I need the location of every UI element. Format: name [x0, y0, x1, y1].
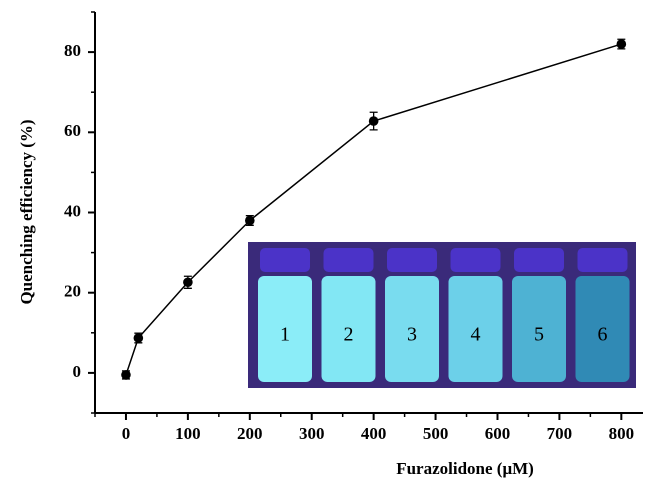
x-tick-label: 100 — [175, 424, 201, 443]
vial-cap — [450, 248, 501, 272]
x-tick-label: 500 — [423, 424, 449, 443]
x-tick-label: 700 — [547, 424, 573, 443]
data-point — [368, 116, 379, 126]
y-axis-label: Quenching efficiency (%) — [17, 119, 36, 304]
x-tick-label: 600 — [485, 424, 511, 443]
vial-body — [385, 276, 439, 382]
x-tick-label: 200 — [237, 424, 263, 443]
data-point — [245, 215, 255, 226]
x-tick-label: 300 — [299, 424, 325, 443]
vial-body — [321, 276, 376, 382]
vial-label: 1 — [280, 324, 290, 346]
vial-cap — [577, 248, 628, 272]
vial-label: 2 — [344, 324, 354, 346]
x-tick-label: 400 — [361, 424, 387, 443]
x-tick-label: 800 — [609, 424, 635, 443]
y-tick-label: 0 — [73, 362, 82, 381]
vial-body — [575, 276, 630, 382]
vial-cap — [387, 248, 437, 272]
data-point — [616, 39, 627, 49]
y-tick-label: 60 — [64, 121, 81, 140]
vial-cap — [260, 248, 310, 272]
inset-background — [248, 242, 636, 388]
inset-photo: 1 2 3 4 5 6 — [248, 242, 636, 388]
x-axis-label: Furazolidone (μM) — [396, 459, 534, 478]
data-point — [121, 370, 131, 380]
y-tick-label: 40 — [64, 201, 81, 220]
vial-body — [258, 276, 312, 382]
data-line — [125, 43, 622, 376]
vial-label: 5 — [534, 324, 544, 346]
vial-cap — [514, 248, 564, 272]
vial-body — [448, 276, 503, 382]
data-point — [133, 333, 144, 343]
vial-body — [512, 276, 566, 382]
y-tick-label: 20 — [64, 282, 81, 301]
data-point — [183, 277, 193, 288]
x-tick-label: 0 — [122, 424, 131, 443]
vial-label: 4 — [471, 324, 481, 346]
vial-label: 3 — [407, 324, 417, 346]
vial-label: 6 — [598, 324, 608, 346]
vial-cap — [323, 248, 374, 272]
y-tick-label: 80 — [64, 41, 81, 60]
